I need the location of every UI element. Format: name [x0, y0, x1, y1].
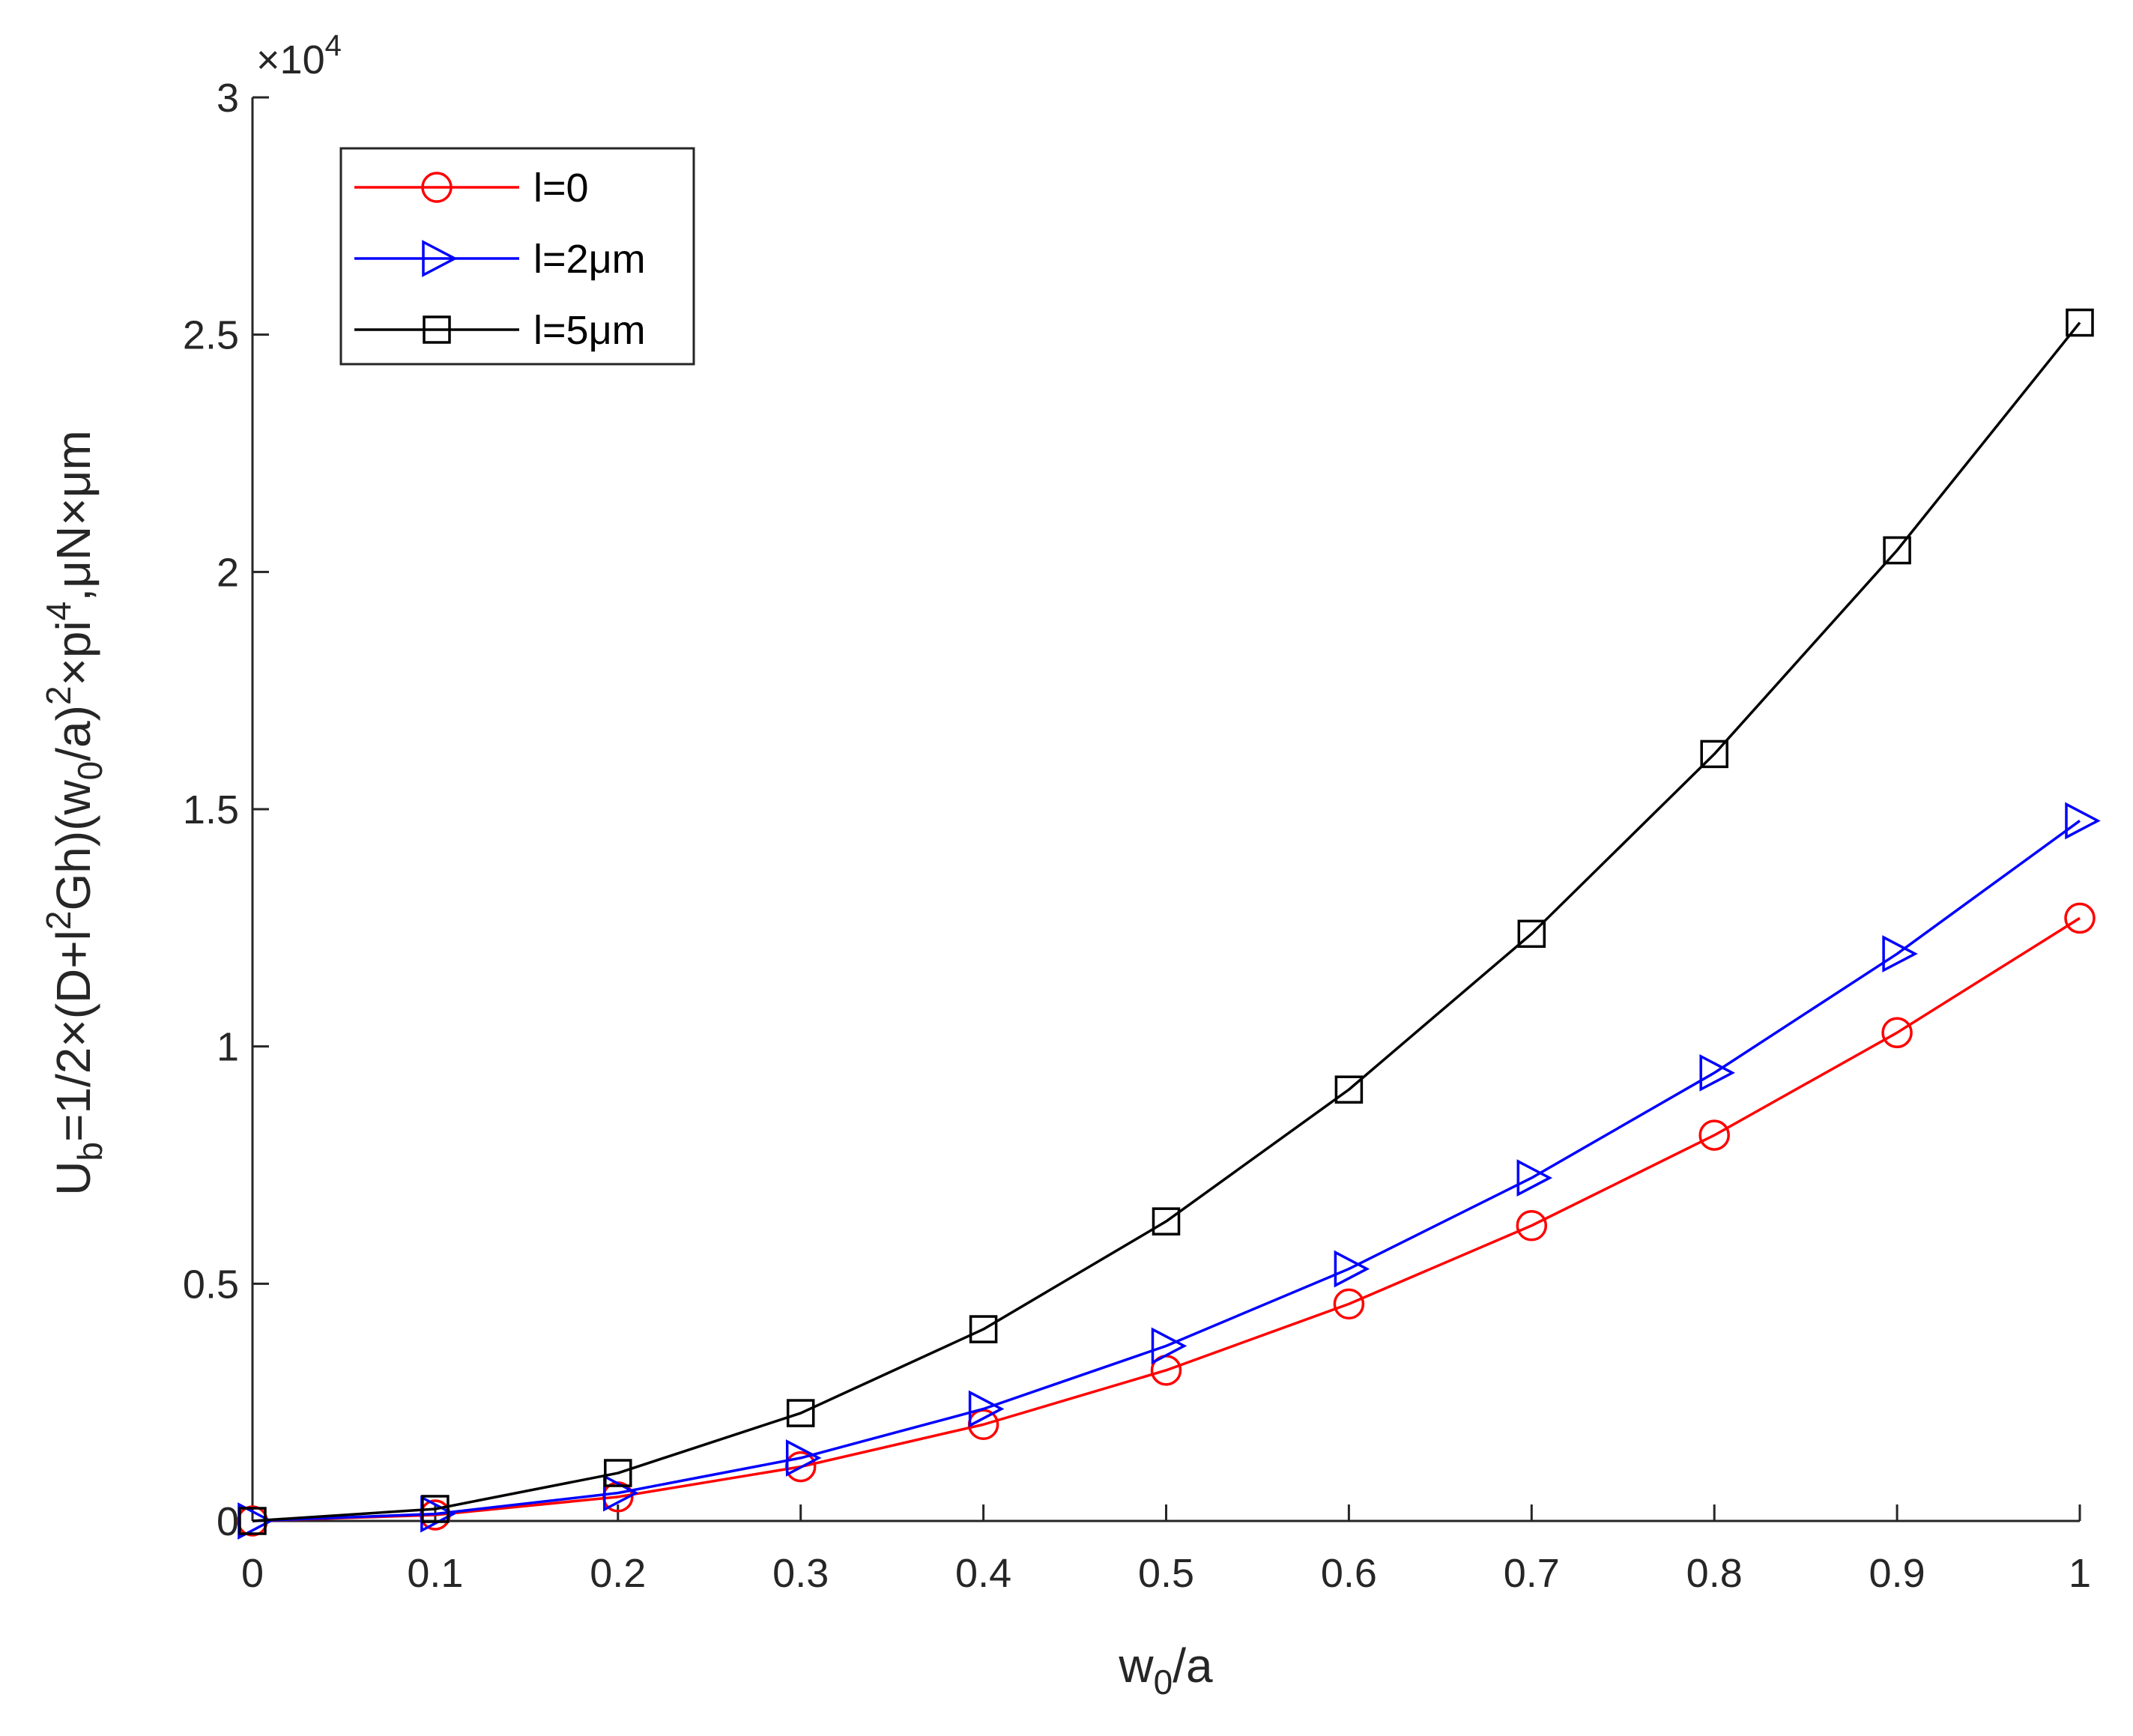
x-axis-title: w0/a [1118, 1639, 1213, 1702]
data-point [1883, 536, 1911, 565]
y-axis-title: Ub=1/2×(D+l2Gh)(w0/a)2×pi4,μN×μm [39, 430, 109, 1196]
x-tick-label: 0.5 [1138, 1551, 1194, 1596]
legend-entry: l=5μm [354, 308, 646, 353]
data-point [1334, 1075, 1364, 1104]
data-point [786, 1399, 815, 1427]
x-tick-label: 1 [2069, 1551, 2091, 1596]
y-tick-label: 0 [217, 1499, 239, 1544]
legend-marker [422, 240, 458, 277]
series-line [252, 916, 2081, 1522]
legend-marker [423, 315, 451, 344]
data-point [1516, 1159, 1553, 1197]
ticks: 0 0.1 0.2 0.3 0.4 0.5 0.6 0.7 0.8 0.9 1 0 0.5 1 1.5 2 2.… [183, 76, 2091, 1596]
legend-label: l=5μm [533, 308, 646, 353]
data-point [604, 1459, 632, 1487]
legend-entry: l=0 [354, 166, 589, 211]
data-point [1699, 1053, 1735, 1092]
data-point [2064, 902, 2096, 934]
y-tick-label: 1.5 [183, 787, 239, 832]
data-point [969, 1315, 998, 1343]
legend: l=0 l=2μm l=5μm [339, 147, 695, 366]
legend-box [339, 147, 695, 366]
y-tick-label: 2.5 [183, 313, 239, 358]
x-tick-label: 0.6 [1321, 1551, 1377, 1596]
x-tick-label: 0.8 [1686, 1551, 1743, 1596]
series-1 [237, 902, 2096, 1537]
data-point [1700, 740, 1728, 769]
data-point [2066, 308, 2094, 337]
x-tick-label: 0.9 [1869, 1551, 1925, 1596]
x-tick-label: 0.1 [407, 1551, 463, 1596]
x-tick-label: 0.3 [772, 1551, 829, 1596]
series-2 [237, 802, 2101, 1540]
y-exponent-label: ×104 [256, 29, 342, 82]
data-point [1881, 1017, 1913, 1049]
series-line [252, 321, 2081, 1522]
data-point [785, 1439, 822, 1477]
series-3 [238, 308, 2094, 1535]
data-point [421, 1495, 450, 1523]
data-point [1152, 1207, 1181, 1236]
series-group [237, 308, 2101, 1540]
x-tick-label: 0.7 [1504, 1551, 1560, 1596]
legend-entry: l=2μm [354, 237, 646, 282]
y-tick-label: 2 [217, 550, 239, 595]
data-point [1334, 1250, 1370, 1288]
y-tick-label: 3 [217, 76, 239, 121]
data-point [238, 1507, 267, 1535]
data-point [968, 1390, 1005, 1428]
x-tick-label: 0 [241, 1551, 264, 1596]
legend-label: l=2μm [533, 237, 646, 282]
data-point [1333, 1288, 1365, 1320]
y-tick-label: 0.5 [183, 1262, 239, 1307]
data-point [1151, 1327, 1187, 1365]
x-tick-label: 0.4 [955, 1551, 1011, 1596]
data-point [1698, 1119, 1730, 1151]
y-tick-label: 1 [217, 1025, 239, 1070]
legend-marker [421, 172, 453, 203]
legend-label: l=0 [533, 166, 589, 211]
x-tick-label: 0.2 [590, 1551, 646, 1596]
data-point [2065, 802, 2101, 840]
data-point [1882, 935, 1918, 973]
data-point [1517, 919, 1546, 949]
series-line [252, 820, 2081, 1522]
data-point [1516, 1210, 1548, 1241]
